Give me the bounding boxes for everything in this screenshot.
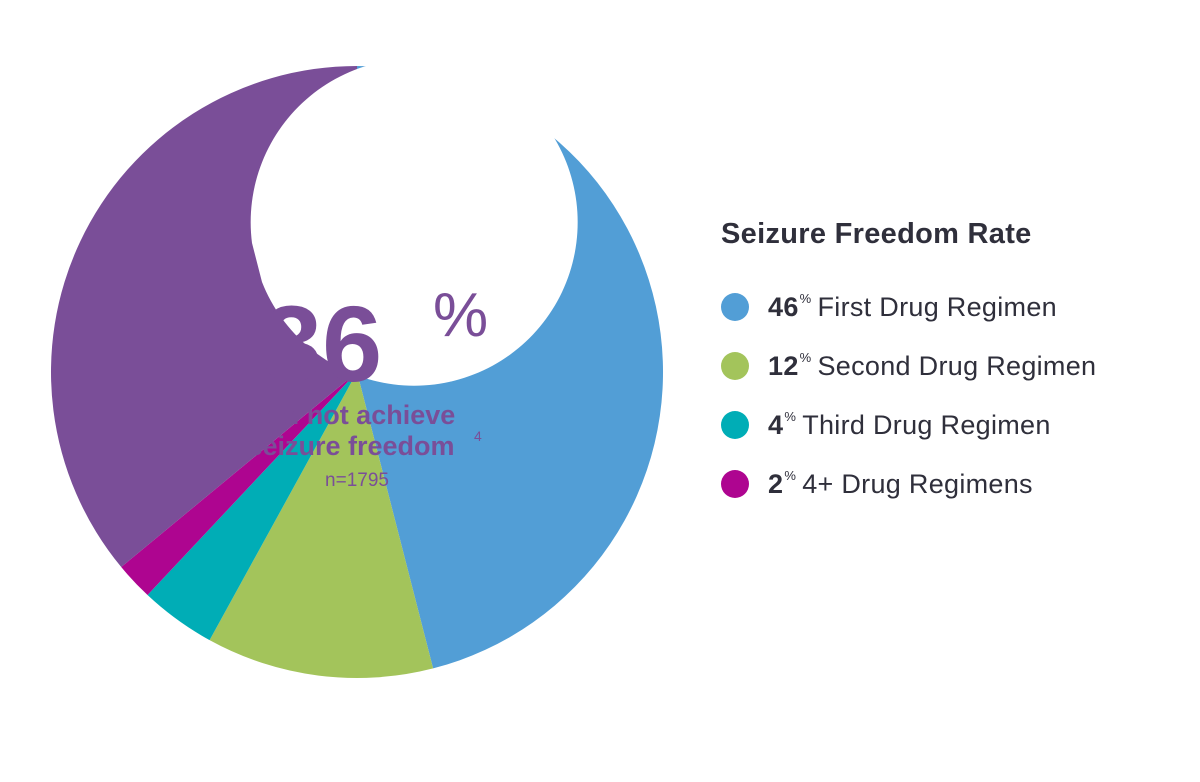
legend-label: Third Drug Regimen: [802, 409, 1051, 440]
center-footnote: 4: [474, 428, 482, 444]
center-label-line2: seizure freedom: [247, 431, 454, 461]
legend-item-third-drug: 4% Third Drug Regimen: [721, 395, 1096, 454]
legend: Seizure Freedom Rate 46% First Drug Regim…: [721, 218, 1096, 513]
legend-swatch-second-drug: [721, 351, 749, 380]
center-sample-size: n=1795: [325, 470, 389, 491]
legend-pct-unit: %: [784, 467, 797, 483]
legend-label: First Drug Regimen: [817, 291, 1057, 322]
legend-swatch-third-drug: [721, 410, 749, 439]
legend-pct-unit: %: [799, 349, 812, 365]
legend-pct: 12: [768, 350, 799, 381]
donut-slice-1: [209, 372, 434, 679]
legend-item-second-drug: 12% Second Drug Regimen: [721, 336, 1096, 395]
center-value-unit: %: [433, 281, 488, 350]
donut-slice-3: [121, 372, 357, 596]
legend-item-first-drug: 46% First Drug Regimen: [721, 277, 1096, 336]
legend-title: Seizure Freedom Rate: [721, 218, 1032, 250]
donut-hole: [250, 58, 578, 386]
center-label-line1: did not achieve: [259, 400, 456, 430]
legend-pct: 2: [768, 468, 784, 499]
donut-slice-2: [147, 372, 357, 641]
legend-pct-unit: %: [784, 408, 797, 424]
legend-swatch-first-drug: [721, 292, 749, 321]
legend-label: 4+ Drug Regimens: [802, 468, 1033, 499]
donut-chart: 36 % did not achieve seizure freedom 4 n…: [50, 58, 664, 679]
legend-swatch-four-plus-drug: [721, 469, 749, 498]
legend-pct: 4: [768, 409, 784, 440]
center-value: 36: [262, 283, 382, 404]
legend-pct: 46: [768, 291, 799, 322]
legend-item-four-plus-drug: 2% 4+ Drug Regimens: [721, 454, 1096, 513]
legend-pct-unit: %: [799, 290, 812, 306]
legend-label: Second Drug Regimen: [817, 350, 1097, 381]
